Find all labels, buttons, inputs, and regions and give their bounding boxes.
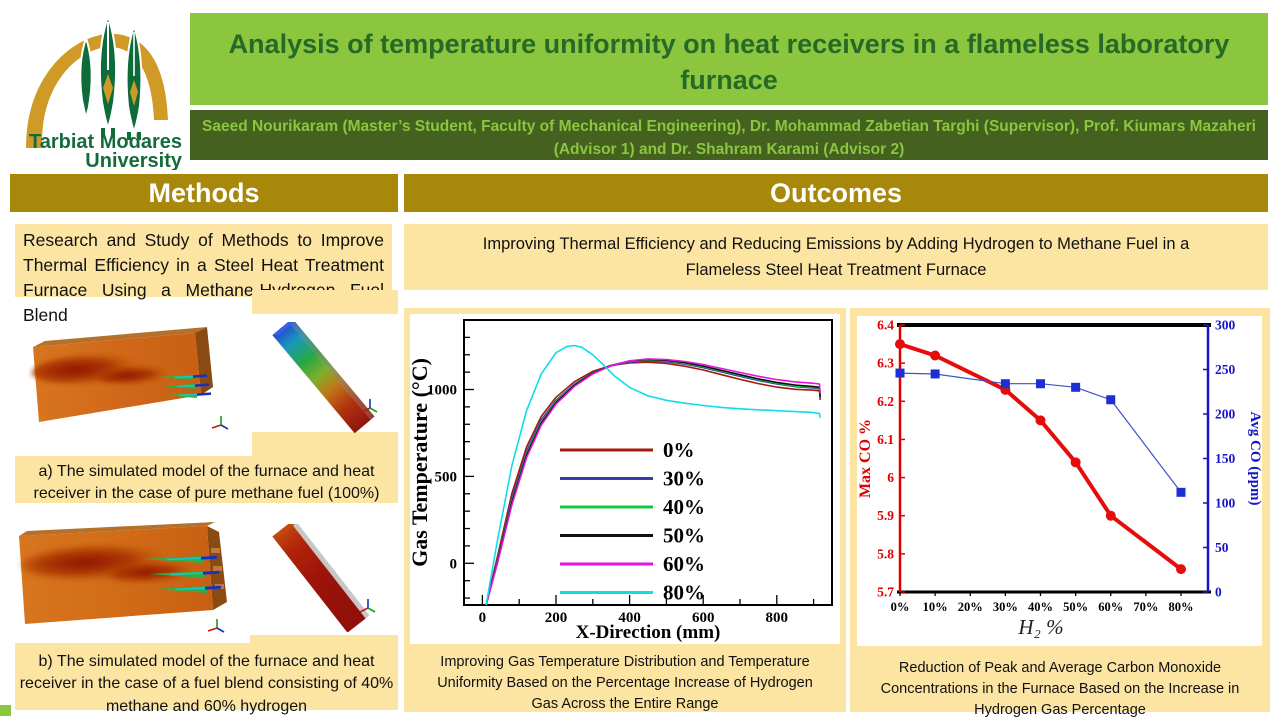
caption-gas-temperature: Improving Gas Temperature Distribution a…	[437, 654, 813, 713]
svg-text:60%: 60%	[1098, 600, 1123, 614]
svg-text:10%: 10%	[923, 600, 948, 614]
svg-text:Avg CO (ppm): Avg CO (ppm)	[1247, 412, 1262, 506]
svg-text:0: 0	[1215, 585, 1222, 600]
axis-triad-icon	[359, 599, 376, 613]
gas-temperature-panel: 0 200 400 600 800 0 500 1000 Gas Temperature (°C…	[404, 308, 846, 712]
svg-text:0: 0	[479, 610, 487, 626]
svg-text:Gas Temperature (°C): Gas Temperature (°C)	[410, 358, 432, 567]
logo-text-line1: Tarbiat Modares	[29, 131, 182, 153]
svg-text:200: 200	[545, 610, 568, 626]
svg-text:5.9: 5.9	[877, 508, 894, 523]
methods-section-header: Methods	[10, 174, 398, 212]
svg-text:80%: 80%	[1169, 600, 1194, 614]
svg-text:40%: 40%	[663, 495, 705, 519]
svg-text:50: 50	[1215, 540, 1229, 555]
caption-co-emissions: Reduction of Peak and Average Carbon Mon…	[880, 660, 1240, 719]
svg-text:0%: 0%	[663, 438, 695, 462]
svg-text:400: 400	[618, 610, 641, 626]
svg-text:100: 100	[1215, 496, 1236, 511]
caption-simulation-a: a) The simulated model of the furnace an…	[15, 456, 398, 503]
panel-spacer	[252, 290, 398, 314]
svg-text:800: 800	[766, 610, 789, 626]
corner-accent-square	[0, 705, 11, 716]
university-logo: Tarbiat Modares University	[26, 12, 183, 170]
axis-triad-icon	[211, 416, 229, 430]
svg-text:5.7: 5.7	[877, 585, 894, 600]
svg-text:0: 0	[450, 556, 458, 572]
svg-text:1000: 1000	[427, 383, 457, 399]
poster-title: Analysis of temperature uniformity on he…	[190, 13, 1268, 105]
axis-triad-icon	[361, 399, 378, 413]
svg-text:500: 500	[435, 469, 458, 485]
svg-text:6.4: 6.4	[877, 318, 894, 333]
co-emissions-chart-frame: 5.7 5.8 5.9 6 6.1 6.2 6.3 6.4 0 50 100 150 200 250 300…	[857, 316, 1263, 646]
svg-text:6: 6	[887, 470, 894, 485]
fuel-jets	[157, 374, 212, 398]
svg-text:30%: 30%	[663, 467, 705, 491]
outcomes-section-header: Outcomes	[404, 174, 1268, 212]
svg-text:6.2: 6.2	[877, 394, 894, 409]
svg-text:150: 150	[1215, 451, 1236, 466]
panel-spacer	[250, 635, 398, 645]
heat-receiver-a-image	[272, 322, 378, 434]
svg-text:200: 200	[1215, 407, 1236, 422]
svg-text:60%: 60%	[663, 552, 705, 576]
svg-text:H₂ %: H₂ %	[1017, 615, 1063, 639]
svg-text:70%: 70%	[1133, 600, 1158, 614]
svg-text:5.8: 5.8	[877, 546, 894, 561]
axis-triad-icon	[207, 619, 225, 633]
methods-intro-text: Research and Study of Methods to Improve…	[15, 224, 392, 325]
panel-spacer	[252, 432, 398, 458]
logo-text-line2: University	[85, 150, 183, 170]
furnace-simulation-b-image	[19, 522, 227, 633]
svg-text:50%: 50%	[1063, 600, 1088, 614]
svg-text:X-Direction (mm): X-Direction (mm)	[576, 622, 721, 643]
caption-simulation-b: b) The simulated model of the furnace an…	[15, 643, 398, 715]
svg-text:Max CO %: Max CO %	[857, 419, 874, 498]
svg-text:40%: 40%	[1028, 600, 1053, 614]
svg-text:0%: 0%	[891, 600, 910, 614]
svg-text:20%: 20%	[958, 600, 983, 614]
co-emissions-chart: 5.7 5.8 5.9 6 6.1 6.2 6.3 6.4 0 50 100 150 200 250 300…	[857, 318, 1263, 640]
furnace-simulation-a-image	[31, 327, 229, 430]
co-emissions-panel: 5.7 5.8 5.9 6 6.1 6.2 6.3 6.4 0 50 100 150 200 250 300…	[850, 308, 1270, 718]
svg-text:300: 300	[1215, 318, 1236, 333]
svg-text:50%: 50%	[663, 524, 705, 548]
gas-temperature-chart-frame: 0 200 400 600 800 0 500 1000 Gas Temperature (°C…	[407, 314, 840, 644]
outcomes-intro-text: Improving Thermal Efficiency and Reducin…	[404, 224, 1268, 290]
poster-authors: Saeed Nourikaram (Master’s Student, Facu…	[190, 110, 1268, 160]
svg-text:6.3: 6.3	[877, 356, 894, 371]
svg-text:30%: 30%	[993, 600, 1018, 614]
heat-receiver-b-image	[272, 524, 376, 632]
svg-text:6.1: 6.1	[877, 432, 894, 447]
fuel-jets	[143, 555, 222, 593]
logo-arch	[26, 33, 168, 148]
svg-text:600: 600	[692, 610, 715, 626]
svg-text:80%: 80%	[663, 581, 705, 605]
logo-tree-details	[101, 22, 141, 140]
svg-text:250: 250	[1215, 362, 1236, 377]
logo-cypress-trees	[79, 12, 143, 136]
